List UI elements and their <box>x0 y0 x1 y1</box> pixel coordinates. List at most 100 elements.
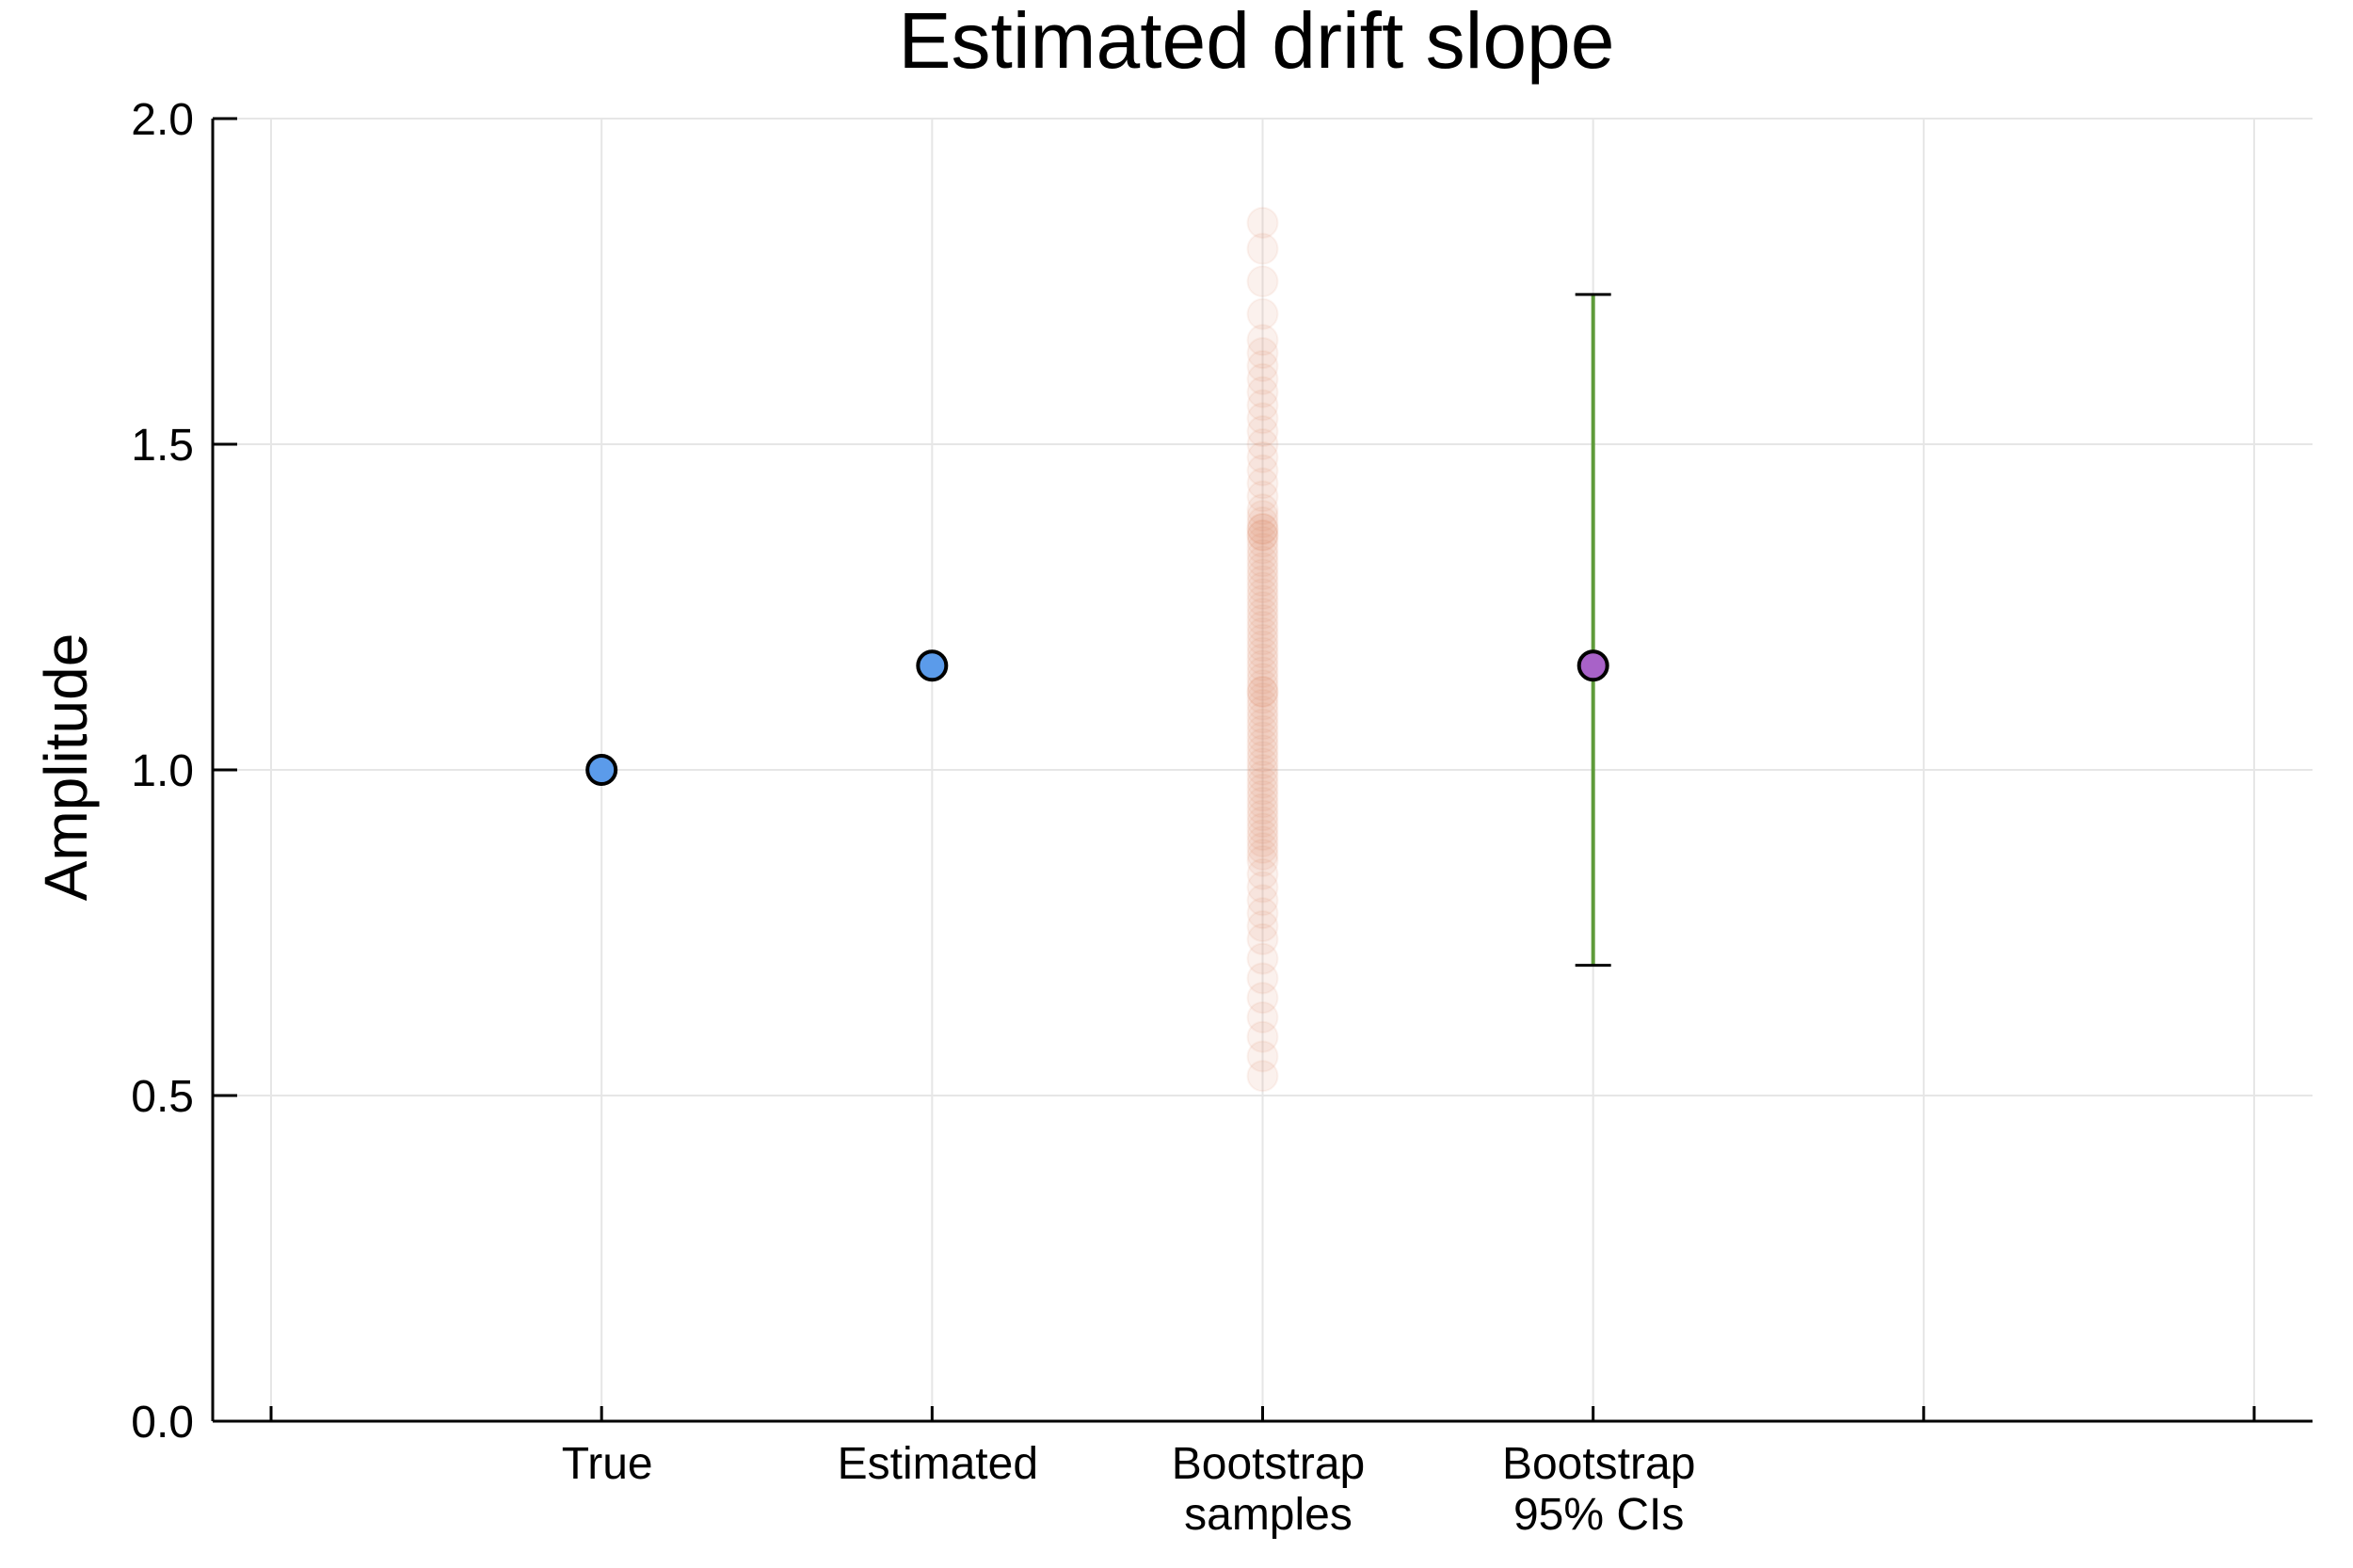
y-tick-label: 1.0 <box>131 746 194 796</box>
ci-series <box>1575 293 1611 968</box>
bootstrap-sample-point <box>1246 695 1279 728</box>
x-tick-label: samples <box>1184 1490 1353 1540</box>
bootstrap-sample-point <box>1246 578 1279 611</box>
bootstrap-sample-point <box>1246 922 1279 955</box>
bootstrap-sample-point <box>1246 649 1279 682</box>
bootstrap-sample-point <box>1246 519 1279 552</box>
bootstrap-sample-point <box>1246 675 1279 708</box>
bootstrap-sample-point <box>1246 512 1279 545</box>
bootstrap-sample-point <box>1246 610 1279 643</box>
bootstrap-sample-point <box>1246 616 1279 649</box>
bootstrap-sample-point <box>1246 708 1279 741</box>
y-tick-label: 0.0 <box>131 1398 194 1448</box>
bootstrap-sample-point <box>1246 545 1279 578</box>
bootstrap-sample-point <box>1246 747 1279 780</box>
bootstrap-sample-point <box>1246 376 1279 408</box>
bootstrap-sample-point <box>1246 512 1279 545</box>
bootstrap-sample-point <box>1246 669 1279 702</box>
bootstrap-sample-point <box>1246 760 1279 792</box>
bootstrap-sample-point <box>1246 265 1279 297</box>
y-tick-label: 2.0 <box>131 95 194 145</box>
bootstrap-sample-point <box>1246 467 1279 500</box>
bootstrap-sample-point <box>1246 766 1279 799</box>
bootstrap-sample-point <box>1246 206 1279 239</box>
bootstrap-sample-point <box>1246 362 1279 395</box>
bootstrap-sample-point <box>1246 349 1279 382</box>
x-tick-label: Bootstrap <box>1502 1439 1695 1489</box>
chart-title: Estimated drift slope <box>898 0 1614 85</box>
bootstrap-sample-point <box>1246 389 1279 422</box>
y-ticks: 0.0 0.5 1.0 1.5 2.0 <box>131 95 237 1448</box>
bootstrap-sample-point <box>1246 728 1279 760</box>
bootstrap-sample-point <box>1246 884 1279 917</box>
bootstrap-sample-point <box>1246 792 1279 825</box>
bootstrap-sample-point <box>1246 1040 1279 1073</box>
x-ticks: True Estimated BootstrapsamplesBootstrap95… <box>269 1406 2256 1540</box>
bootstrap-sample-point <box>1246 721 1279 754</box>
bootstrap-sample-point <box>1246 630 1279 663</box>
bootstrap-sample-point <box>1246 844 1279 877</box>
bootstrap-sample-point <box>1246 825 1279 858</box>
bootstrap-sample-point <box>1246 525 1279 558</box>
x-tick-label: 95% CIs <box>1513 1490 1684 1540</box>
bootstrap-sample-point <box>1246 603 1279 636</box>
bootstrap-sample-point <box>1246 754 1279 786</box>
x-tick-label: True <box>562 1439 653 1489</box>
true-point <box>585 754 618 786</box>
bootstrap-sample-point <box>1246 538 1279 571</box>
bootstrap-sample-point <box>1246 591 1279 623</box>
bootstrap-sample-point <box>1246 812 1279 845</box>
ci-point-estimate <box>1577 649 1609 682</box>
bootstrap-sample-point <box>1246 734 1279 767</box>
bootstrap-sample-point <box>1246 962 1279 995</box>
x-tick-label: Estimated <box>838 1439 1038 1489</box>
bootstrap-sample-point <box>1246 773 1279 806</box>
bootstrap-sample-point <box>1246 297 1279 330</box>
bootstrap-sample-point <box>1246 779 1279 812</box>
point-series <box>585 649 949 786</box>
bootstrap-sample-point <box>1246 910 1279 943</box>
bootstrap-sample-point <box>1246 714 1279 747</box>
bootstrap-sample-point <box>1246 232 1279 265</box>
estimated-point <box>916 649 949 682</box>
bootstrap-sample-point <box>1246 643 1279 676</box>
bootstrap-sample-point <box>1246 1000 1279 1033</box>
bootstrap-sample-point <box>1246 656 1279 689</box>
bootstrap-sample-point <box>1246 597 1279 630</box>
bootstrap-sample-point <box>1246 741 1279 774</box>
bootstrap-sample-point <box>1246 532 1279 565</box>
bootstrap-sample-point <box>1246 337 1279 370</box>
bootstrap-sample-point <box>1246 440 1279 473</box>
bootstrap-sample-point <box>1246 636 1279 669</box>
bootstrap-sample-point <box>1246 871 1279 904</box>
bootstrap-sample-point <box>1246 857 1279 890</box>
bootstrap-sample-point <box>1246 500 1279 533</box>
x-tick-label: Bootstrap <box>1172 1439 1365 1489</box>
bootstrap-sample-point <box>1246 402 1279 435</box>
y-tick-label: 1.5 <box>131 421 194 471</box>
bootstrap-sample-point <box>1246 799 1279 832</box>
bootstrap-sample-point <box>1246 786 1279 819</box>
bootstrap-sample-point <box>1246 428 1279 460</box>
y-tick-label: 0.5 <box>131 1072 194 1122</box>
bootstrap-sample-point <box>1246 663 1279 696</box>
bootstrap-sample-point <box>1246 506 1279 539</box>
bootstrap-sample-point <box>1246 558 1279 591</box>
bootstrap-sample-point <box>1246 688 1279 721</box>
bootstrap-sample-point <box>1246 623 1279 656</box>
bootstrap-sample-point <box>1246 565 1279 598</box>
bootstrap-sample-point <box>1246 681 1279 714</box>
bootstrap-sample-point <box>1246 454 1279 487</box>
bootstrap-sample-point <box>1246 806 1279 839</box>
bootstrap-sample-point <box>1246 415 1279 448</box>
bootstrap-sample-point <box>1246 701 1279 734</box>
bootstrap-sample-point <box>1246 519 1279 552</box>
bootstrap-samples-series <box>1246 206 1279 1093</box>
bootstrap-sample-point <box>1246 493 1279 526</box>
bootstrap-sample-point <box>1246 324 1279 357</box>
bootstrap-sample-point <box>1246 480 1279 513</box>
bootstrap-sample-point <box>1246 942 1279 975</box>
bootstrap-sample-point <box>1246 819 1279 852</box>
bootstrap-sample-point <box>1246 584 1279 617</box>
